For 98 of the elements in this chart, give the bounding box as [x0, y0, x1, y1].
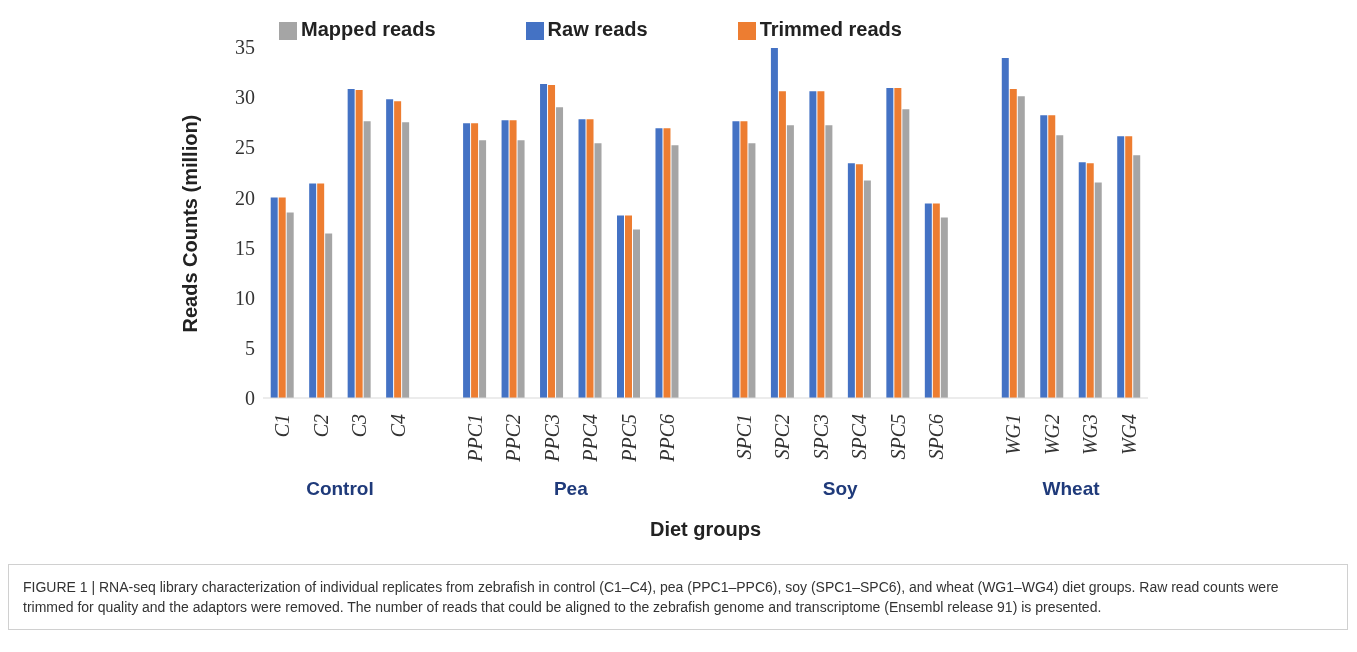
- bar: [586, 119, 594, 398]
- bar: [278, 197, 286, 398]
- x-tick-label: WG3: [1079, 414, 1102, 456]
- x-tick-label: WG4: [1117, 414, 1140, 456]
- bar: [778, 91, 786, 398]
- bar: [540, 84, 548, 398]
- y-axis-title: Reads Counts (million): [179, 114, 202, 333]
- x-tick-label: C2: [309, 414, 332, 438]
- legend-label: Trimmed reads: [759, 18, 902, 40]
- y-tick-label: 5: [245, 336, 255, 359]
- text: Wheat: [1041, 478, 1101, 500]
- bar: [317, 183, 325, 398]
- bar: [770, 48, 778, 398]
- x-tick-label: SPC4: [848, 414, 871, 460]
- bar: [347, 89, 355, 398]
- bar: [1056, 135, 1064, 398]
- bar: [355, 90, 363, 398]
- x-tick-label: PPC3: [540, 414, 563, 463]
- y-tick-label: 15: [235, 236, 255, 259]
- bar: [517, 140, 525, 398]
- x-tick-label: PPC1: [463, 414, 486, 463]
- bar: [671, 145, 679, 398]
- bar: [325, 233, 333, 398]
- bar: [1086, 163, 1094, 398]
- x-tick-label: C1: [271, 414, 294, 438]
- bar: [902, 109, 910, 398]
- bar: [663, 128, 671, 398]
- bar: [633, 229, 640, 398]
- bar: [578, 119, 586, 398]
- bar: [732, 121, 740, 398]
- bar: [402, 122, 410, 398]
- x-tick-label: C3: [348, 414, 371, 438]
- x-tick-label: SPC5: [886, 414, 909, 460]
- bar: [855, 164, 863, 398]
- bar: [932, 203, 940, 398]
- x-tick-label: SPC1: [732, 414, 755, 460]
- bar: [1133, 155, 1141, 398]
- bar: [394, 101, 402, 398]
- bar: [1048, 115, 1056, 398]
- bar: [1078, 162, 1086, 398]
- bar: [463, 123, 471, 398]
- bar: [270, 197, 278, 398]
- bar: [594, 143, 602, 398]
- x-tick-label: PPC6: [656, 414, 679, 463]
- legend-label: Mapped reads: [301, 18, 436, 40]
- bar: [386, 99, 394, 398]
- x-tick-label: SPC2: [771, 414, 794, 460]
- y-tick-label: 20: [235, 186, 255, 209]
- y-tick-label: 10: [235, 286, 255, 309]
- bar: [1125, 136, 1133, 398]
- y-tick-label: 30: [235, 86, 255, 109]
- bar: [924, 203, 932, 398]
- x-tick-label: WG2: [1040, 414, 1063, 456]
- bar: [809, 91, 817, 398]
- y-tick-label: 35: [235, 36, 255, 59]
- bar: [548, 85, 556, 398]
- bar: [817, 91, 825, 398]
- x-tick-label: WG1: [1002, 414, 1025, 456]
- bar: [286, 212, 294, 398]
- bar: [863, 180, 871, 398]
- x-tick-label: SPC6: [925, 414, 948, 460]
- caption: FIGURE 1 | RNA-seq library characterization of individual replicates from zebrafish in control (C1–C4), pea (PPC1–PPC6), soy (SPC1–SPC6), and wheat (WG1–WG4) diet groups. Raw read counts were trimmed for quality and the adaptors were removed. The number of reads that could be aligned to the zebrafish genome and transcriptome (Ensembl release 91) is presented.: [8, 564, 1348, 630]
- text: Pea: [552, 478, 589, 500]
- bar: [1094, 182, 1102, 398]
- x-tick-label: PPC5: [617, 414, 640, 463]
- bar: [1117, 136, 1125, 398]
- bar: [625, 215, 632, 398]
- text: Soy: [821, 478, 859, 500]
- text: Control: [305, 478, 375, 500]
- x-tick-label: SPC3: [809, 414, 832, 460]
- bar: [886, 88, 894, 398]
- y-tick-label: 0: [245, 387, 255, 410]
- bar: [309, 183, 317, 398]
- bar: [1017, 96, 1025, 398]
- bar: [655, 128, 663, 398]
- bar: [471, 123, 479, 398]
- bar: [479, 140, 487, 398]
- bar: [556, 107, 564, 398]
- x-tick-label: C4: [386, 414, 409, 438]
- bar: [847, 163, 855, 398]
- bar: [363, 121, 371, 398]
- bar: [740, 121, 748, 398]
- bar: [617, 215, 624, 398]
- bar: [509, 120, 517, 398]
- bar: [1009, 89, 1017, 398]
- y-tick-label: 25: [235, 136, 255, 159]
- bar: [748, 143, 756, 398]
- bar: [1001, 58, 1009, 398]
- bar: [894, 88, 902, 398]
- bar: [1040, 115, 1048, 398]
- x-axis-title: Diet groups: [648, 518, 763, 541]
- bar: [786, 125, 794, 398]
- x-tick-label: PPC2: [502, 414, 525, 463]
- bar: [940, 217, 948, 398]
- bar: [501, 120, 509, 398]
- bar: [825, 125, 833, 398]
- legend-label: Raw reads: [547, 18, 648, 40]
- x-tick-label: PPC4: [579, 414, 602, 463]
